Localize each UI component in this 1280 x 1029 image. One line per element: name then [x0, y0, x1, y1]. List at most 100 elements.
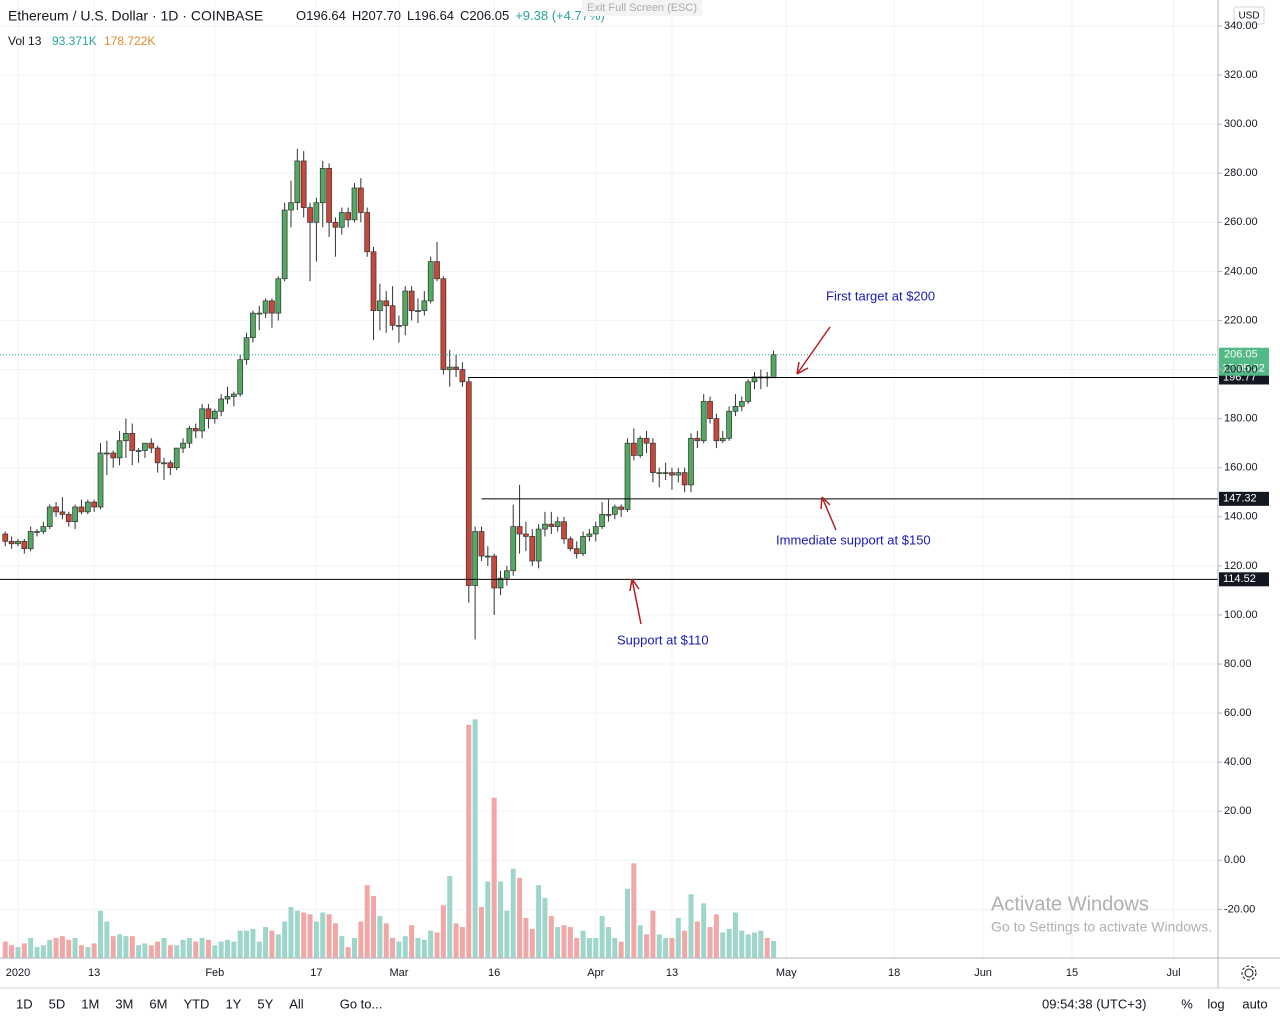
volume-bar	[637, 925, 643, 958]
candle-body	[243, 337, 250, 361]
exit-hint[interactable]: Exit Full Screen (ESC)	[587, 2, 697, 14]
toolbar-button[interactable]: 5D	[49, 996, 66, 1011]
candle-body	[281, 209, 288, 280]
candle-body	[129, 433, 136, 451]
volume-bar	[669, 937, 675, 958]
settings-icon[interactable]	[1241, 965, 1257, 981]
volume-bar	[275, 934, 281, 958]
toolbar-button[interactable]: 3M	[115, 996, 133, 1011]
scale-button[interactable]: %	[1181, 996, 1193, 1011]
toolbar: 1D 5D 1M 3M 6M YTD 1Y 5Y All Go to...	[16, 996, 382, 1011]
clock: 09:54:38 (UTC+3)	[1042, 996, 1146, 1011]
volume-bar	[453, 923, 459, 958]
volume-bar	[320, 912, 326, 958]
volume-bar	[599, 916, 605, 958]
volume-bar	[771, 940, 777, 958]
volume-bar	[129, 936, 135, 958]
candle-body	[751, 376, 758, 383]
volume-bar	[250, 928, 256, 958]
candle-body	[624, 442, 631, 510]
volume-bar	[656, 934, 662, 958]
toolbar-button[interactable]: 1M	[81, 996, 99, 1011]
toolbar-button[interactable]: 1Y	[225, 996, 241, 1011]
volume-bar	[536, 885, 542, 958]
candle-body	[415, 310, 421, 313]
toolbar-button[interactable]: 1D	[16, 996, 33, 1011]
volume-bar	[402, 936, 408, 958]
y-tick-label: 340.00	[1224, 20, 1258, 32]
x-tick-label: May	[776, 967, 797, 979]
volume-bar	[142, 943, 148, 958]
candle-body	[294, 160, 301, 204]
volume-bar	[396, 941, 402, 958]
candle-body	[59, 511, 66, 515]
x-tick-label: 2020	[6, 967, 30, 979]
candle-body	[72, 506, 78, 523]
volume-bar	[593, 937, 599, 958]
candle-body	[472, 531, 478, 586]
candle-body	[662, 472, 669, 474]
candle-body	[592, 526, 599, 535]
candle-body	[186, 428, 193, 444]
volume-bar	[434, 932, 440, 958]
ohlc-value: H207.70	[352, 8, 401, 23]
volume-bar	[244, 930, 250, 958]
volume-bar	[517, 877, 523, 958]
volume-bar	[28, 937, 34, 958]
volume-bar	[377, 916, 383, 958]
volume-bar	[561, 925, 567, 958]
volume-bar	[282, 921, 288, 958]
volume-bar	[688, 894, 694, 958]
volume-bar	[269, 930, 275, 958]
candle-body	[40, 526, 47, 532]
candle-body	[46, 506, 53, 527]
candle-body	[669, 472, 675, 476]
volume-bar	[542, 897, 548, 958]
volume-bar	[167, 945, 173, 958]
candle-body	[319, 167, 326, 204]
y-tick-label: 220.00	[1224, 314, 1258, 326]
volume-bar	[682, 930, 688, 958]
scale-button[interactable]: auto	[1242, 996, 1267, 1011]
candle-body	[34, 531, 40, 533]
volume-bar	[301, 912, 307, 958]
toolbar-button[interactable]: All	[289, 996, 304, 1011]
candle-body	[123, 433, 129, 442]
toolbar-button[interactable]: Go to...	[340, 996, 383, 1011]
volume-bar	[383, 923, 389, 958]
annotation: Support at $110	[617, 632, 709, 647]
candle-body	[21, 540, 28, 550]
volume-bar	[85, 947, 91, 958]
candle-body	[224, 396, 231, 400]
toolbar-button[interactable]: 5Y	[257, 996, 273, 1011]
volume-bar	[459, 927, 465, 958]
level-label: 147.32	[1223, 493, 1257, 505]
volume-bar	[136, 945, 142, 958]
toolbar-button[interactable]: YTD	[183, 996, 209, 1011]
candle-body	[548, 523, 555, 527]
candle-body	[434, 261, 440, 280]
volume-bar	[618, 941, 624, 958]
volume-bar	[212, 945, 218, 958]
level-label: 114.52	[1223, 573, 1256, 585]
candle-body	[554, 521, 561, 527]
candle-body	[148, 442, 155, 449]
volume-bar	[332, 923, 338, 958]
volume-bar	[326, 914, 332, 958]
toolbar-button[interactable]: 6M	[149, 996, 167, 1011]
y-tick-label: 280.00	[1224, 167, 1258, 179]
x-tick-label: Jun	[974, 967, 992, 979]
volume-bar	[586, 937, 592, 958]
y-tick-label: 20.00	[1224, 805, 1252, 817]
candle-body	[173, 447, 180, 469]
candle-body	[561, 521, 567, 540]
y-tick-label: 140.00	[1224, 511, 1258, 523]
candle-body	[516, 526, 523, 535]
scale-button[interactable]: log	[1207, 996, 1224, 1011]
y-tick-label: 60.00	[1224, 707, 1252, 719]
volume-bar	[485, 881, 491, 958]
candle-body	[446, 366, 453, 370]
volume-bar	[72, 937, 78, 958]
annotation: First target at $200	[826, 288, 935, 303]
